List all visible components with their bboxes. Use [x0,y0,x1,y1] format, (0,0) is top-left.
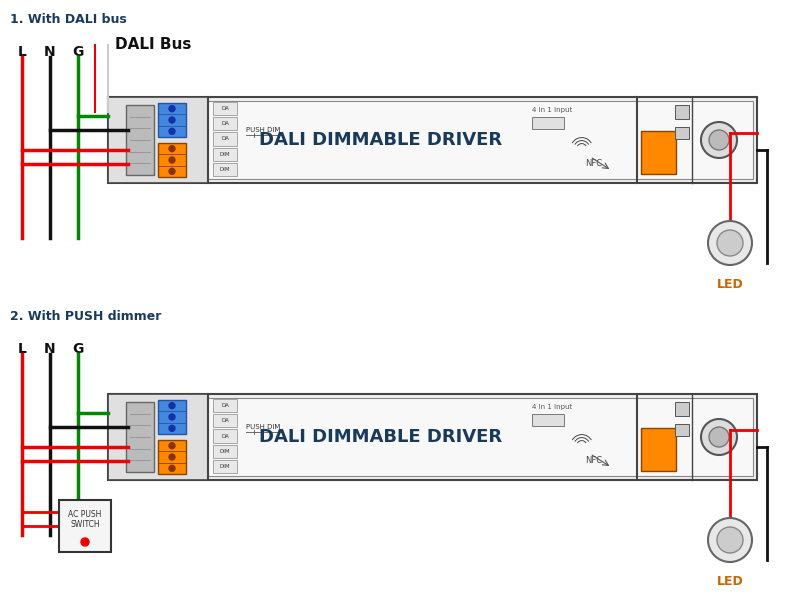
Circle shape [169,443,175,449]
Circle shape [169,403,175,409]
Bar [675,105,689,119]
Bar [112,398,753,476]
Text: L: L [18,45,26,59]
Bar [675,127,689,139]
Text: DALI DIMMABLE DRIVER: DALI DIMMABLE DRIVER [259,131,502,149]
Text: DA: DA [221,136,229,142]
Bar [213,148,237,161]
Bar [213,117,237,130]
Text: G: G [72,342,84,356]
Bar [108,394,208,480]
Bar [532,414,564,426]
Text: 2. With PUSH dimmer: 2. With PUSH dimmer [10,310,162,323]
Circle shape [169,157,175,163]
Text: LED: LED [717,278,743,291]
Text: DA: DA [221,418,229,423]
Circle shape [709,427,729,447]
Bar [213,460,237,473]
Circle shape [717,527,743,553]
Text: PUSH DIM: PUSH DIM [246,127,280,133]
Text: NFC: NFC [585,159,602,168]
Bar [158,400,186,434]
Bar [158,143,186,177]
Text: NFC: NFC [585,456,602,465]
Circle shape [169,414,175,420]
Bar [213,102,237,115]
Circle shape [169,454,175,460]
Circle shape [169,106,175,112]
Circle shape [708,518,752,562]
Text: DA: DA [221,403,229,408]
Text: L: L [18,342,26,356]
Bar [641,428,676,471]
Text: 1. With DALI bus: 1. With DALI bus [10,13,126,26]
Bar [158,440,186,474]
Text: N: N [44,342,56,356]
Bar [532,117,564,129]
Bar [213,444,237,458]
Text: DA: DA [221,106,229,111]
Text: 4 In 1 Input: 4 In 1 Input [532,404,572,410]
Bar [126,105,154,175]
Text: 4 In 1 Input: 4 In 1 Input [532,107,572,113]
Bar [108,394,757,480]
Bar [213,414,237,427]
Circle shape [709,130,729,150]
Circle shape [169,465,175,471]
Circle shape [169,146,175,152]
Text: DIM: DIM [220,464,230,469]
Text: PUSH DIM: PUSH DIM [246,424,280,430]
Circle shape [701,419,737,455]
Circle shape [81,538,89,546]
Bar [112,101,753,179]
Circle shape [169,129,175,134]
Bar [158,103,186,137]
Bar [126,402,154,472]
Text: DALI Bus: DALI Bus [115,37,191,52]
Bar [213,430,237,443]
Text: DIM: DIM [220,152,230,156]
Circle shape [169,168,175,174]
Circle shape [169,425,175,431]
Bar [213,163,237,176]
Bar [108,97,757,183]
Text: AC PUSH
SWITCH: AC PUSH SWITCH [68,510,102,530]
Text: LED: LED [717,575,743,588]
Bar [213,399,237,412]
Text: N: N [44,45,56,59]
Text: DIM: DIM [220,449,230,454]
Circle shape [701,122,737,158]
Bar [213,133,237,146]
Bar [641,131,676,174]
Bar [108,97,208,183]
Circle shape [708,221,752,265]
Text: DA: DA [221,434,229,439]
Bar [675,424,689,436]
Text: DIM: DIM [220,167,230,172]
Text: DA: DA [221,121,229,126]
Bar [59,500,111,552]
Bar [675,402,689,416]
Text: DALI DIMMABLE DRIVER: DALI DIMMABLE DRIVER [259,428,502,446]
Text: G: G [72,45,84,59]
Circle shape [717,230,743,256]
Circle shape [169,117,175,123]
